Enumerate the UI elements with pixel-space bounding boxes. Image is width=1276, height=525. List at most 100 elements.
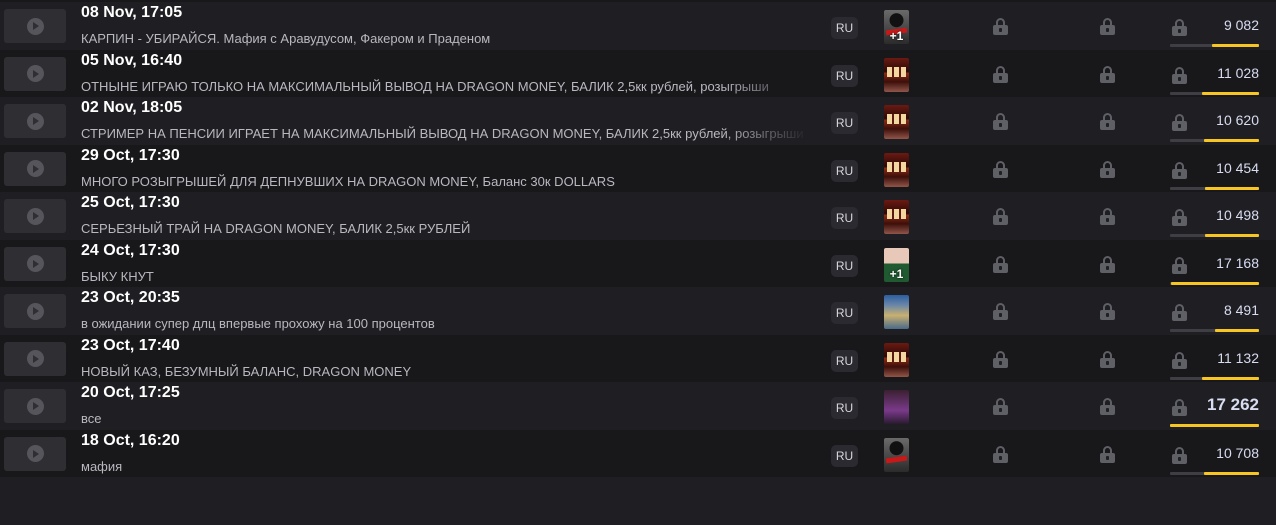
stream-thumbnail[interactable] bbox=[4, 56, 66, 91]
stream-row[interactable] bbox=[0, 477, 1276, 525]
mafia-game-icon[interactable]: +1 bbox=[884, 10, 909, 44]
play-icon bbox=[26, 160, 44, 177]
just-chatting-game-icon[interactable] bbox=[884, 390, 909, 424]
lock-icon bbox=[993, 18, 1008, 35]
stream-row[interactable]: 29 Oct, 17:30 МНОГО РОЗЫГРЫШЕЙ ДЛЯ ДЕПНУ… bbox=[0, 144, 1276, 192]
views-bar-fill bbox=[1215, 329, 1259, 332]
stream-date[interactable]: 08 Nov, 17:05 bbox=[81, 4, 183, 21]
lock-icon bbox=[993, 255, 1008, 273]
views-bar bbox=[1170, 91, 1259, 95]
lock-icon bbox=[1172, 399, 1187, 416]
lock-icon bbox=[1100, 303, 1115, 320]
mafia-game-icon[interactable] bbox=[884, 437, 909, 472]
views-count: 11 132 bbox=[1217, 349, 1259, 366]
lock-icon bbox=[1100, 255, 1115, 273]
slots-casino-game-icon[interactable] bbox=[884, 57, 909, 92]
slots-casino-game-icon[interactable] bbox=[884, 152, 909, 187]
lock-icon bbox=[1172, 161, 1187, 179]
lock-icon bbox=[993, 398, 1008, 415]
stream-row[interactable]: 20 Oct, 17:25 все RU 17 262 bbox=[0, 382, 1276, 430]
views-count: 17 262 bbox=[1207, 395, 1259, 414]
lock-icon bbox=[1100, 208, 1115, 225]
stream-thumbnail[interactable] bbox=[4, 341, 66, 376]
lock-icon bbox=[1100, 398, 1115, 415]
stream-date[interactable]: 29 Oct, 17:30 bbox=[81, 146, 180, 164]
stream-thumbnail[interactable] bbox=[4, 151, 66, 186]
language-badge: RU bbox=[831, 254, 858, 277]
stream-row[interactable]: 18 Oct, 16:20 мафия RU 10 708 bbox=[0, 429, 1276, 477]
stream-row[interactable]: 02 Nov, 18:05 СТРИМЕР НА ПЕНСИИ ИГРАЕТ Н… bbox=[0, 97, 1276, 145]
views-count: 10 620 bbox=[1216, 112, 1259, 128]
lock-icon bbox=[1172, 209, 1187, 226]
fallout-game-icon[interactable] bbox=[884, 295, 909, 329]
stream-row[interactable]: 23 Oct, 17:40 НОВЫЙ КАЗ, БЕЗУМНЫЙ БАЛАНС… bbox=[0, 334, 1276, 382]
stream-title: БЫКУ КНУТ bbox=[81, 268, 154, 284]
views-bar-fill bbox=[1170, 281, 1259, 285]
stream-row[interactable]: 23 Oct, 20:35 в ожидании супер длц вперв… bbox=[0, 287, 1276, 335]
stream-date[interactable]: 02 Nov, 18:05 bbox=[81, 99, 183, 116]
stream-thumbnail[interactable] bbox=[4, 104, 66, 138]
stream-date[interactable]: 20 Oct, 17:25 bbox=[81, 384, 180, 401]
stream-date[interactable]: 05 Nov, 16:40 bbox=[81, 51, 183, 69]
lock-icon bbox=[1172, 256, 1187, 274]
stream-date[interactable]: 23 Oct, 20:35 bbox=[81, 289, 180, 306]
views-count: 9 082 bbox=[1223, 17, 1259, 33]
stream-row[interactable]: 08 Nov, 17:05 КАРПИН - УБИРАЙСЯ. Мафия с… bbox=[0, 2, 1276, 50]
extra-games-count: +1 bbox=[889, 29, 904, 43]
stream-title: в ожидании супер длц впервые прохожу на … bbox=[81, 316, 435, 331]
slots-casino-game-icon[interactable] bbox=[884, 342, 909, 377]
language-badge: RU bbox=[831, 302, 858, 324]
lock-icon bbox=[993, 303, 1008, 320]
stream-thumbnail[interactable] bbox=[4, 9, 66, 43]
play-icon bbox=[26, 255, 44, 272]
language-badge: RU bbox=[831, 349, 858, 372]
slots-casino-game-icon[interactable] bbox=[884, 200, 909, 234]
lock-icon bbox=[1172, 19, 1187, 36]
views-bar-fill bbox=[1204, 234, 1259, 237]
stream-thumbnail[interactable] bbox=[4, 294, 66, 328]
views-bar-fill bbox=[1204, 186, 1259, 190]
stream-row[interactable]: 25 Oct, 17:30 СЕРЬЕЗНЫЙ ТРАЙ НА DRAGON M… bbox=[0, 192, 1276, 240]
views-bar bbox=[1170, 471, 1259, 475]
stream-title: КАРПИН - УБИРАЙСЯ. Мафия с Аравудусом, Ф… bbox=[81, 31, 491, 46]
views-count: 17 168 bbox=[1216, 254, 1259, 271]
stream-title: ОТНЫНЕ ИГРАЮ ТОЛЬКО НА МАКСИМАЛЬНЫЙ ВЫВО… bbox=[81, 78, 769, 94]
lock-icon bbox=[1100, 160, 1115, 178]
lock-icon bbox=[993, 350, 1008, 368]
stream-date[interactable]: 24 Oct, 17:30 bbox=[81, 241, 180, 259]
language-badge: RU bbox=[831, 397, 858, 419]
views-count: 8 491 bbox=[1223, 302, 1259, 318]
lock-icon bbox=[1172, 66, 1187, 84]
stream-date[interactable]: 23 Oct, 17:40 bbox=[81, 336, 180, 354]
stream-title: мафия bbox=[81, 458, 123, 474]
stream-date[interactable]: 25 Oct, 17:30 bbox=[81, 194, 180, 211]
stream-date[interactable]: 18 Oct, 16:20 bbox=[81, 431, 180, 449]
extra-games-count: +1 bbox=[889, 266, 904, 281]
lock-icon bbox=[1100, 18, 1115, 35]
lock-icon bbox=[993, 160, 1008, 178]
stream-thumbnail[interactable] bbox=[4, 246, 66, 281]
views-bar bbox=[1170, 329, 1259, 332]
stream-title: НОВЫЙ КАЗ, БЕЗУМНЫЙ БАЛАНС, DRAGON MONEY bbox=[81, 363, 412, 379]
language-badge: RU bbox=[831, 112, 858, 134]
stream-row[interactable]: 05 Nov, 16:40 ОТНЫНЕ ИГРАЮ ТОЛЬКО НА МАК… bbox=[0, 49, 1276, 97]
play-icon bbox=[26, 445, 44, 462]
views-bar-fill bbox=[1211, 44, 1259, 47]
play-icon bbox=[26, 302, 44, 320]
character-game-game-icon[interactable]: +1 bbox=[884, 247, 909, 282]
views-bar-fill bbox=[1202, 91, 1259, 95]
stream-thumbnail[interactable] bbox=[4, 199, 66, 233]
stream-thumbnail[interactable] bbox=[4, 436, 66, 471]
play-icon bbox=[26, 17, 44, 35]
lock-icon bbox=[993, 208, 1008, 225]
slots-casino-game-icon[interactable] bbox=[884, 105, 909, 139]
stream-thumbnail[interactable] bbox=[4, 389, 66, 423]
lock-icon bbox=[993, 445, 1008, 463]
views-bar-fill bbox=[1170, 424, 1259, 427]
views-bar bbox=[1170, 234, 1259, 237]
lock-icon bbox=[1172, 351, 1187, 369]
stream-row[interactable]: 24 Oct, 17:30 БЫКУ КНУТ RU +1 17 168 bbox=[0, 239, 1276, 287]
views-bar bbox=[1170, 44, 1259, 47]
language-badge: RU bbox=[831, 207, 858, 229]
